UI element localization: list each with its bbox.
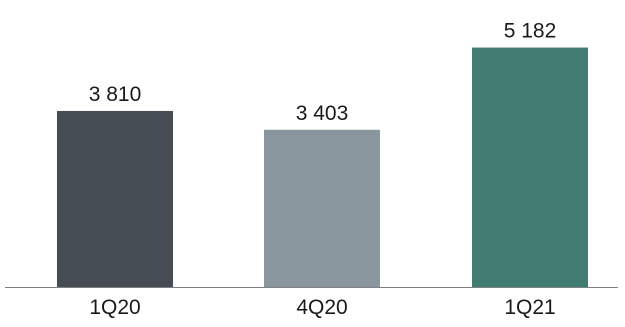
value-label-4q20: 3 403 [296, 102, 349, 125]
category-label-4q20: 4Q20 [296, 296, 347, 319]
value-label-1q21: 5 182 [504, 20, 557, 43]
bar-1q21 [472, 47, 588, 287]
bar-4q20 [264, 129, 380, 287]
category-label-1q20: 1Q20 [89, 296, 140, 319]
category-label-1q21: 1Q21 [504, 296, 555, 319]
value-label-1q20: 3 810 [89, 83, 142, 106]
bar-1q20 [57, 110, 173, 287]
